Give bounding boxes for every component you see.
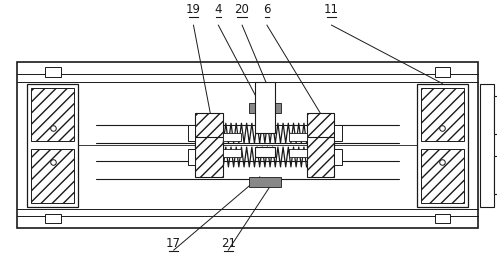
Bar	[255, 147, 275, 157]
Bar	[196, 137, 223, 177]
Bar	[31, 88, 74, 141]
Bar	[494, 156, 499, 194]
Bar	[188, 125, 196, 141]
Bar	[249, 103, 281, 113]
Bar	[435, 67, 451, 77]
Bar	[223, 133, 241, 141]
Bar	[17, 62, 478, 229]
Text: 20: 20	[235, 3, 250, 16]
Bar	[306, 137, 334, 177]
Bar	[421, 88, 464, 141]
Bar	[289, 149, 306, 157]
Bar	[334, 149, 342, 165]
Bar	[188, 149, 196, 165]
Bar	[31, 149, 74, 202]
Bar	[306, 113, 334, 153]
Text: 21: 21	[221, 237, 236, 250]
Bar	[44, 214, 60, 224]
Text: 17: 17	[166, 237, 181, 250]
Bar	[223, 149, 241, 157]
Bar	[249, 177, 281, 187]
Bar	[480, 84, 494, 207]
Bar	[27, 84, 78, 207]
Bar	[494, 96, 499, 134]
Bar	[435, 214, 451, 224]
Bar	[255, 82, 275, 133]
Bar	[196, 113, 223, 153]
Text: 6: 6	[263, 3, 270, 16]
Bar	[417, 84, 468, 207]
Text: 4: 4	[215, 3, 222, 16]
Bar	[421, 149, 464, 202]
Text: 19: 19	[186, 3, 201, 16]
Bar	[44, 67, 60, 77]
Text: 11: 11	[324, 3, 339, 16]
Bar	[334, 125, 342, 141]
Bar	[289, 133, 306, 141]
